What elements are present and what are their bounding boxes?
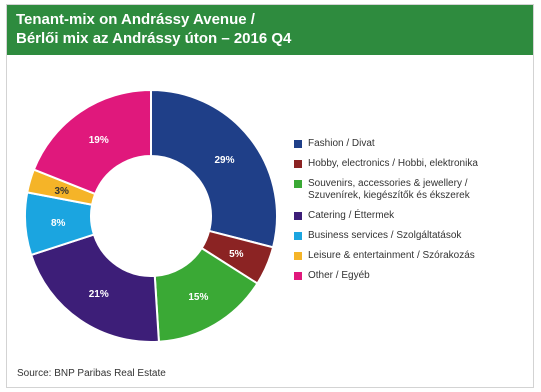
- legend-label: Szuvenírek, kiegészítők és ékszerek: [308, 190, 470, 201]
- legend-swatch: [294, 212, 302, 220]
- slice-label-3: 15%: [188, 292, 208, 303]
- slice-label-5: 8%: [51, 218, 66, 229]
- slice-label-7: 19%: [89, 135, 109, 146]
- source-note: Source: BNP Paribas Real Estate: [17, 368, 166, 379]
- legend-label: Fashion / Divat: [308, 138, 375, 149]
- donut-slice-1: [150, 88, 278, 249]
- chart-legend: Fashion / Divat Hobby, electronics / Hobb…: [294, 138, 530, 290]
- legend-label: Souvenirs, accessories & jewellery /: [308, 178, 468, 189]
- legend-item-7: Other / Egyéb: [294, 270, 530, 282]
- slice-label-1: 29%: [214, 155, 234, 166]
- legend-item-2: Hobby, electronics / Hobbi, elektronika: [294, 158, 530, 170]
- legend-label: Catering / Éttermek: [308, 210, 395, 221]
- legend-item-4: Catering / Éttermek: [294, 210, 530, 222]
- legend-swatch: [294, 232, 302, 240]
- legend-swatch: [294, 252, 302, 260]
- legend-swatch: [294, 180, 302, 188]
- slice-label-2: 5%: [229, 249, 244, 260]
- slice-label-4: 21%: [89, 289, 109, 300]
- legend-label: Business services / Szolgáltatások: [308, 230, 462, 241]
- legend-label: Other / Egyéb: [308, 270, 370, 281]
- chart-card: Tenant-mix on Andrássy Avenue / Bérlői m…: [6, 4, 534, 388]
- donut-slice-7: [32, 88, 152, 196]
- legend-item-6: Leisure & entertainment / Szórakozás: [294, 250, 530, 262]
- legend-swatch: [294, 140, 302, 148]
- chart-subtitle: Bérlői mix az Andrássy úton – 2016 Q4: [16, 30, 292, 47]
- chart-title: Tenant-mix on Andrássy Avenue /: [16, 11, 255, 28]
- donut-slice-4: [29, 233, 160, 343]
- chart-header: Tenant-mix on Andrássy Avenue / Bérlői m…: [7, 5, 533, 55]
- legend-swatch: [294, 160, 302, 168]
- legend-swatch: [294, 272, 302, 280]
- legend-item-3: Souvenirs, accessories & jewellery / Szuv…: [294, 178, 530, 202]
- legend-label: Leisure & entertainment / Szórakozás: [308, 250, 475, 261]
- legend-label: Hobby, electronics / Hobbi, elektronika: [308, 158, 478, 169]
- slice-label-6: 3%: [54, 186, 69, 197]
- legend-item-1: Fashion / Divat: [294, 138, 530, 150]
- legend-item-5: Business services / Szolgáltatások: [294, 230, 530, 242]
- donut-chart: 29% 5% 15% 21% 8% 3% 19%: [24, 88, 278, 343]
